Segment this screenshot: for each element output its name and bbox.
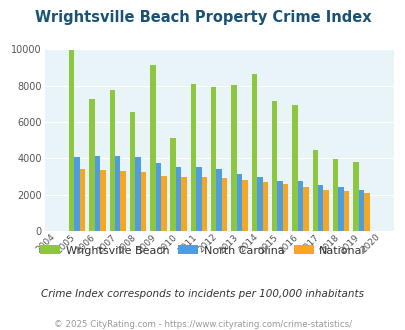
Bar bbox=[236, 174, 242, 231]
Bar bbox=[150, 65, 155, 231]
Bar bbox=[115, 156, 120, 231]
Bar bbox=[181, 177, 186, 231]
Bar bbox=[216, 169, 222, 231]
Bar bbox=[282, 184, 288, 231]
Bar bbox=[161, 176, 166, 231]
Bar bbox=[256, 178, 262, 231]
Bar bbox=[130, 112, 135, 231]
Text: Wrightsville Beach Property Crime Index: Wrightsville Beach Property Crime Index bbox=[34, 10, 371, 25]
Bar bbox=[277, 181, 282, 231]
Bar bbox=[242, 180, 247, 231]
Bar bbox=[352, 162, 358, 231]
Bar bbox=[94, 156, 100, 231]
Bar bbox=[292, 105, 297, 231]
Bar bbox=[317, 185, 323, 231]
Bar bbox=[358, 190, 363, 231]
Bar bbox=[201, 178, 207, 231]
Text: Crime Index corresponds to incidents per 100,000 inhabitants: Crime Index corresponds to incidents per… bbox=[41, 289, 364, 299]
Bar bbox=[74, 156, 80, 231]
Bar bbox=[323, 190, 328, 231]
Bar bbox=[262, 182, 267, 231]
Bar bbox=[337, 186, 343, 231]
Bar bbox=[155, 163, 161, 231]
Text: © 2025 CityRating.com - https://www.cityrating.com/crime-statistics/: © 2025 CityRating.com - https://www.city… bbox=[54, 320, 351, 329]
Bar bbox=[211, 87, 216, 231]
Bar bbox=[80, 169, 85, 231]
Bar bbox=[170, 138, 175, 231]
Bar bbox=[363, 193, 369, 231]
Bar bbox=[297, 181, 303, 231]
Bar bbox=[251, 74, 256, 231]
Bar bbox=[332, 159, 337, 231]
Bar bbox=[222, 178, 227, 231]
Bar bbox=[303, 187, 308, 231]
Bar bbox=[141, 172, 146, 231]
Bar bbox=[231, 85, 236, 231]
Bar bbox=[109, 90, 115, 231]
Bar bbox=[69, 50, 74, 231]
Bar bbox=[89, 98, 94, 231]
Bar bbox=[120, 171, 126, 231]
Bar bbox=[343, 191, 348, 231]
Bar bbox=[100, 170, 105, 231]
Bar bbox=[271, 101, 277, 231]
Legend: Wrightsville Beach, North Carolina, National: Wrightsville Beach, North Carolina, Nati… bbox=[36, 241, 369, 260]
Bar bbox=[190, 84, 196, 231]
Bar bbox=[196, 167, 201, 231]
Bar bbox=[312, 150, 317, 231]
Bar bbox=[135, 157, 141, 231]
Bar bbox=[175, 167, 181, 231]
